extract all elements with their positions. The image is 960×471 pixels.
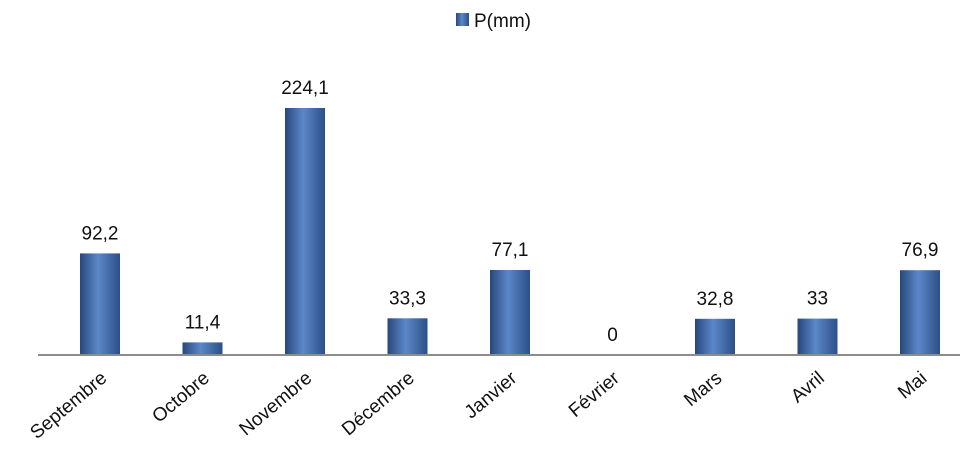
data-label-3: 33,3 [389,288,426,309]
bar-3 [387,318,428,355]
x-tick-label-0: Septembre [27,368,112,444]
x-tick-label-5: Février [565,367,624,422]
data-label-6: 32,8 [697,289,734,310]
x-tick-label-7: Avril [787,368,829,408]
legend-swatch [456,13,469,26]
x-tick-label-8: Mai [894,368,931,404]
legend: P(mm) [456,11,531,32]
x-tick-label-6: Mars [680,368,726,411]
bar-1 [182,342,223,355]
data-label-2: 224,1 [281,78,329,99]
data-label-8: 76,9 [902,240,939,261]
bar-2 [285,108,325,355]
x-tick-label-4: Janvier [461,367,522,423]
data-label-7: 33 [807,289,828,310]
data-label-1: 11,4 [185,312,221,333]
bar-4 [490,270,530,355]
x-tick-label-1: Octobre [148,368,213,428]
x-tick-label-2: Novembre [236,368,317,440]
data-label-5: 0 [607,325,618,346]
bar-8 [900,270,940,355]
legend-label: P(mm) [474,11,531,32]
bar-6 [695,318,735,355]
x-tick-label-3: Décembre [338,368,419,440]
data-label-0: 92,2 [82,223,119,244]
bar-0 [80,253,120,355]
bar-7 [797,318,838,355]
data-label-4: 77,1 [492,240,529,261]
